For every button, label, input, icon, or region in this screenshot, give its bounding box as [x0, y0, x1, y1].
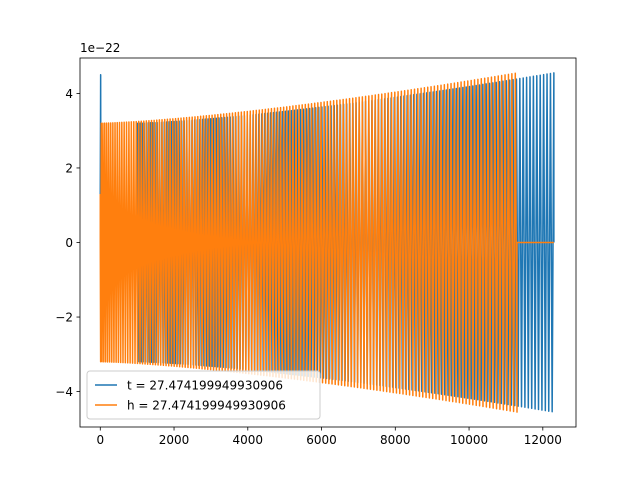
y-tick-label: −4 [55, 385, 73, 399]
y-axis: −4 −2 0 2 4 [55, 87, 80, 399]
x-axis: 0 2000 4000 6000 8000 10000 12000 [96, 427, 562, 447]
legend-label: t = 27.474199949930906 [127, 379, 283, 393]
legend: t = 27.474199949930906 h = 27.47419994993… [86, 370, 321, 420]
y-tick-label: 4 [65, 87, 73, 101]
y-offset-label: 1e−22 [80, 41, 120, 55]
x-tick-label: 2000 [159, 433, 190, 447]
x-tick-label: 8000 [380, 433, 411, 447]
x-tick-label: 4000 [233, 433, 264, 447]
x-tick-label: 6000 [306, 433, 337, 447]
y-tick-label: 2 [65, 161, 73, 175]
y-tick-label: −2 [55, 311, 73, 325]
legend-box [86, 370, 321, 420]
legend-label: h = 27.474199949930906 [127, 399, 286, 413]
x-tick-label: 10000 [450, 433, 488, 447]
x-tick-label: 0 [96, 433, 104, 447]
x-tick-label: 12000 [524, 433, 562, 447]
y-tick-label: 0 [65, 236, 73, 250]
